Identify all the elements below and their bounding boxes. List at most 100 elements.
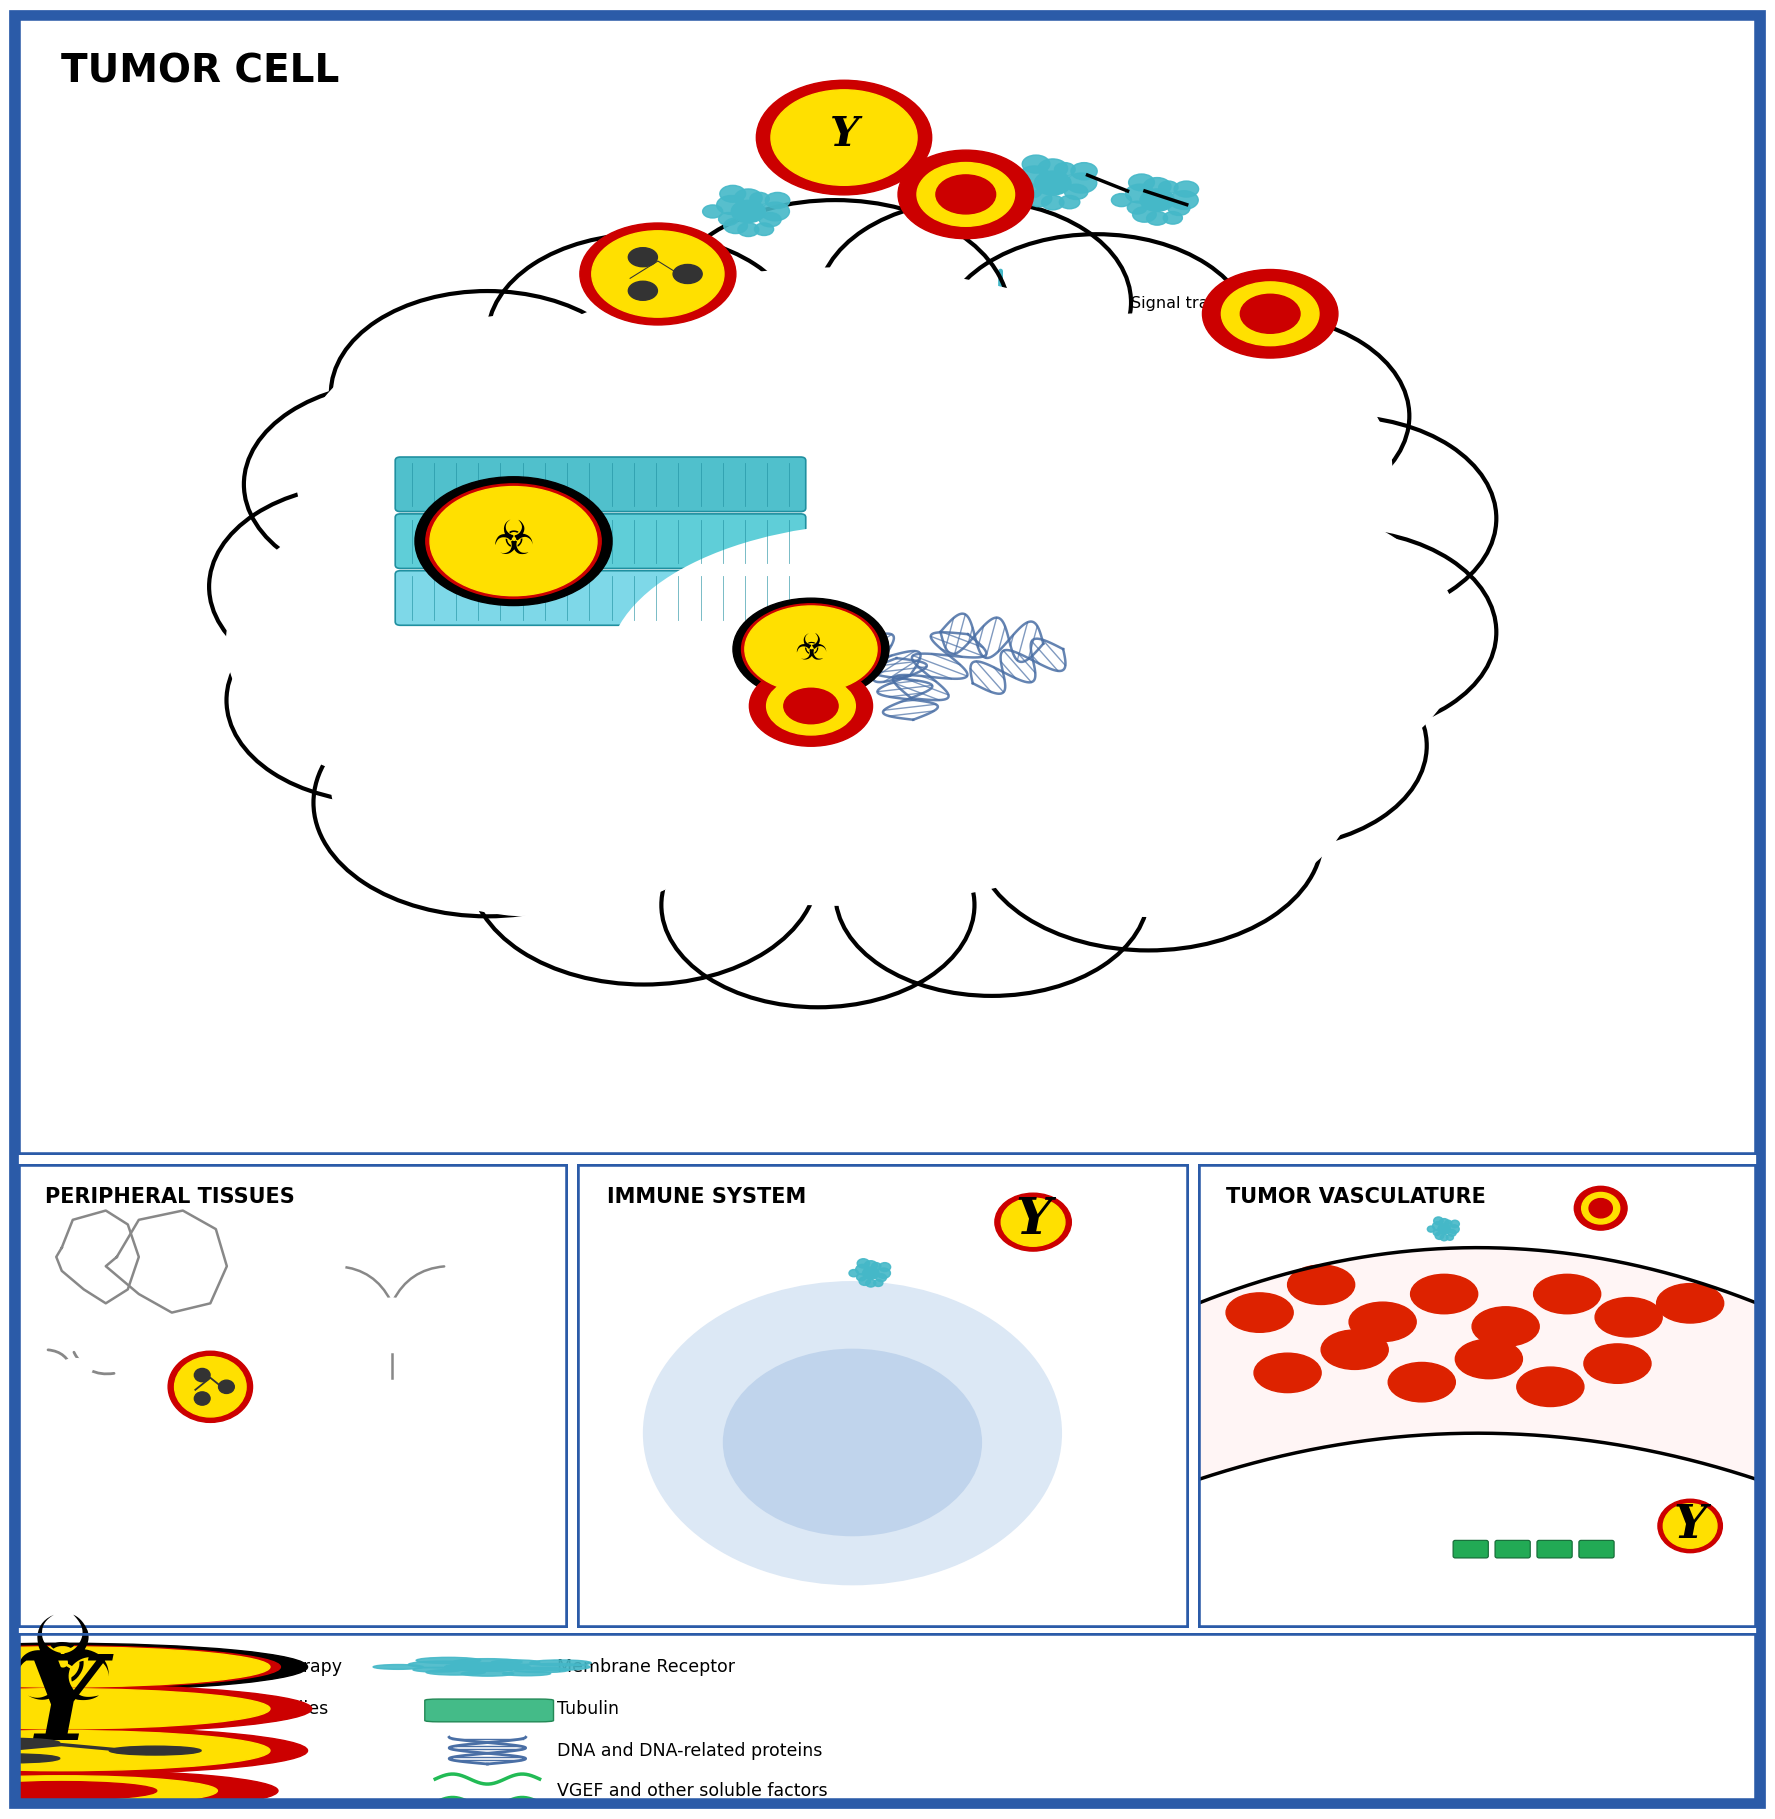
Circle shape <box>1445 1221 1452 1226</box>
Text: IMMUNE SYSTEM: IMMUNE SYSTEM <box>607 1188 808 1208</box>
Circle shape <box>1440 1235 1448 1241</box>
Circle shape <box>426 1670 485 1675</box>
Circle shape <box>169 1352 252 1422</box>
FancyBboxPatch shape <box>1495 1541 1530 1557</box>
Circle shape <box>738 224 758 236</box>
Ellipse shape <box>364 1299 419 1355</box>
Circle shape <box>1026 191 1053 207</box>
Circle shape <box>731 200 765 222</box>
Text: Y: Y <box>1674 1502 1708 1548</box>
Circle shape <box>1173 182 1198 196</box>
Circle shape <box>1021 184 1042 198</box>
Circle shape <box>857 1273 866 1281</box>
Circle shape <box>1035 171 1070 195</box>
Circle shape <box>1448 1230 1455 1237</box>
Ellipse shape <box>1656 1284 1724 1322</box>
Circle shape <box>0 1754 60 1763</box>
Circle shape <box>832 789 1152 999</box>
Circle shape <box>673 264 703 284</box>
Circle shape <box>767 677 856 735</box>
Text: Classical Chemotherapy: Classical Chemotherapy <box>131 1657 343 1675</box>
Circle shape <box>1589 1199 1612 1219</box>
Ellipse shape <box>280 1239 295 1275</box>
Circle shape <box>749 193 769 206</box>
Text: TUMOR CELL: TUMOR CELL <box>60 53 339 91</box>
Ellipse shape <box>1411 1275 1477 1313</box>
FancyBboxPatch shape <box>1580 1541 1613 1557</box>
Text: PERIPHERAL TISSUES: PERIPHERAL TISSUES <box>46 1188 295 1208</box>
Circle shape <box>462 1672 513 1675</box>
Circle shape <box>580 224 737 326</box>
Circle shape <box>733 598 889 700</box>
Circle shape <box>522 497 1148 906</box>
Circle shape <box>1127 202 1147 215</box>
Circle shape <box>515 1668 570 1673</box>
FancyBboxPatch shape <box>1454 1541 1487 1557</box>
Circle shape <box>1005 176 1026 189</box>
Text: Tubulin: Tubulin <box>557 1699 619 1717</box>
Circle shape <box>314 360 939 769</box>
Circle shape <box>1168 202 1189 215</box>
Circle shape <box>330 644 749 917</box>
Circle shape <box>815 198 1134 407</box>
Circle shape <box>1440 1219 1448 1228</box>
Circle shape <box>1438 1224 1450 1235</box>
Circle shape <box>1221 282 1319 346</box>
Circle shape <box>453 1659 522 1666</box>
Circle shape <box>206 482 525 691</box>
Circle shape <box>659 800 978 1010</box>
Circle shape <box>1663 1504 1716 1548</box>
Circle shape <box>1448 1224 1459 1233</box>
Circle shape <box>749 360 1374 769</box>
Circle shape <box>756 80 932 195</box>
Ellipse shape <box>1471 1306 1539 1346</box>
Circle shape <box>1241 295 1299 333</box>
Ellipse shape <box>724 1350 982 1535</box>
Circle shape <box>426 484 602 598</box>
Circle shape <box>864 1261 877 1271</box>
Ellipse shape <box>1456 1339 1523 1379</box>
Ellipse shape <box>1255 1353 1321 1393</box>
Circle shape <box>937 233 1257 440</box>
Circle shape <box>485 233 804 440</box>
Text: ☣: ☣ <box>9 1610 114 1724</box>
Circle shape <box>761 202 790 220</box>
Circle shape <box>971 720 1326 953</box>
Circle shape <box>1070 162 1097 180</box>
Circle shape <box>1054 162 1076 176</box>
Circle shape <box>717 195 746 215</box>
Ellipse shape <box>1583 1344 1651 1382</box>
Ellipse shape <box>609 524 1166 808</box>
Circle shape <box>898 151 1033 238</box>
Circle shape <box>1147 211 1168 226</box>
Circle shape <box>754 224 774 235</box>
Circle shape <box>0 1643 307 1690</box>
Circle shape <box>1180 528 1500 737</box>
Circle shape <box>415 1657 481 1664</box>
Circle shape <box>373 1664 422 1670</box>
Ellipse shape <box>1349 1302 1416 1342</box>
Circle shape <box>0 1770 279 1812</box>
Ellipse shape <box>1321 1330 1388 1370</box>
FancyBboxPatch shape <box>396 513 806 569</box>
Circle shape <box>1432 1222 1443 1230</box>
Circle shape <box>1001 1199 1065 1246</box>
Circle shape <box>1067 173 1097 193</box>
Circle shape <box>1582 1193 1621 1224</box>
Circle shape <box>0 1646 280 1688</box>
Circle shape <box>765 193 790 209</box>
Circle shape <box>703 206 722 218</box>
Circle shape <box>348 269 1322 906</box>
Circle shape <box>1140 189 1175 211</box>
Circle shape <box>1093 311 1413 520</box>
Circle shape <box>0 1730 270 1770</box>
Circle shape <box>746 606 877 693</box>
Circle shape <box>314 256 1358 939</box>
Ellipse shape <box>94 1466 183 1530</box>
Circle shape <box>770 89 918 186</box>
Circle shape <box>1436 1231 1443 1239</box>
Circle shape <box>721 186 746 202</box>
Ellipse shape <box>1287 1264 1354 1304</box>
Ellipse shape <box>309 1239 321 1275</box>
Circle shape <box>0 1684 312 1734</box>
